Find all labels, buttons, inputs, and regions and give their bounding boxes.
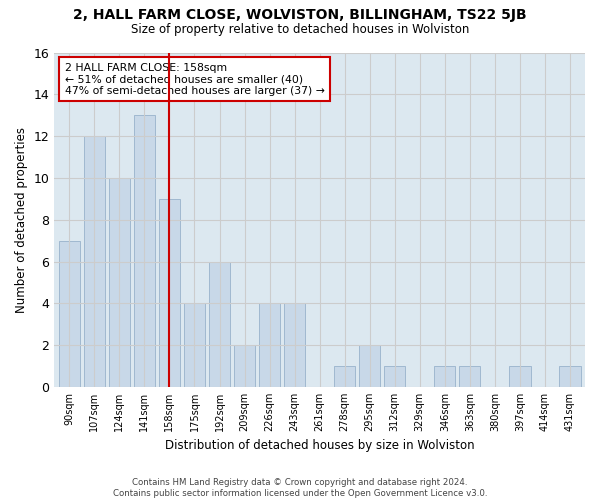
Bar: [559, 366, 581, 387]
Y-axis label: Number of detached properties: Number of detached properties: [15, 126, 28, 312]
Bar: [109, 178, 130, 387]
Text: Size of property relative to detached houses in Wolviston: Size of property relative to detached ho…: [131, 22, 469, 36]
Bar: [159, 199, 180, 387]
Bar: [459, 366, 481, 387]
Bar: [284, 304, 305, 387]
Text: 2 HALL FARM CLOSE: 158sqm
← 51% of detached houses are smaller (40)
47% of semi-: 2 HALL FARM CLOSE: 158sqm ← 51% of detac…: [65, 62, 325, 96]
Bar: [509, 366, 530, 387]
Bar: [184, 304, 205, 387]
Bar: [334, 366, 355, 387]
Bar: [209, 262, 230, 387]
Bar: [359, 345, 380, 387]
Bar: [134, 115, 155, 387]
Text: 2, HALL FARM CLOSE, WOLVISTON, BILLINGHAM, TS22 5JB: 2, HALL FARM CLOSE, WOLVISTON, BILLINGHA…: [73, 8, 527, 22]
Bar: [84, 136, 105, 387]
Bar: [59, 240, 80, 387]
Bar: [384, 366, 406, 387]
X-axis label: Distribution of detached houses by size in Wolviston: Distribution of detached houses by size …: [165, 440, 475, 452]
Bar: [234, 345, 255, 387]
Text: Contains HM Land Registry data © Crown copyright and database right 2024.
Contai: Contains HM Land Registry data © Crown c…: [113, 478, 487, 498]
Bar: [259, 304, 280, 387]
Bar: [434, 366, 455, 387]
